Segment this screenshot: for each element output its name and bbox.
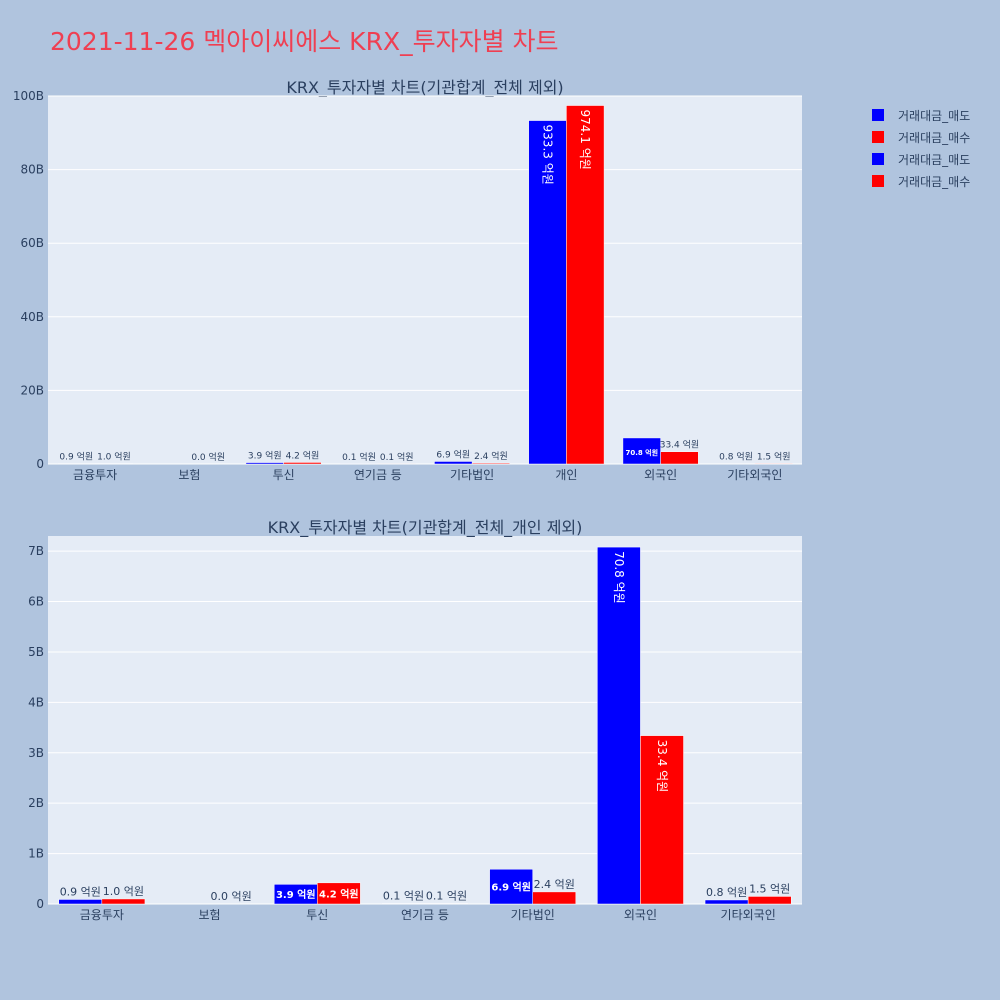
y-tick-label: 5B xyxy=(28,645,44,659)
data-label: 33.4 억원 xyxy=(655,740,669,793)
x-tick-label: 기타법인 xyxy=(450,468,494,482)
legend-swatch-blue xyxy=(872,153,884,165)
y-tick-label: 7B xyxy=(28,544,44,558)
x-tick-label: 개인 xyxy=(555,468,577,482)
x-tick-label: 보험 xyxy=(199,908,221,922)
y-tick-label: 80B xyxy=(20,163,44,177)
y-tick-label: 0 xyxy=(36,457,44,471)
data-label: 0.1 억원 xyxy=(383,889,424,902)
legend-label: 거래대금_매수 xyxy=(898,174,971,189)
bar xyxy=(528,120,567,465)
bar xyxy=(640,735,684,905)
data-label: 3.9 억원 xyxy=(248,450,282,462)
data-label: 0.9 억원 xyxy=(59,451,93,463)
y-tick-label: 40B xyxy=(20,310,44,324)
x-tick-label: 연기금 등 xyxy=(354,468,402,482)
x-tick-label: 외국인 xyxy=(624,908,657,922)
data-label: 2.4 억원 xyxy=(534,878,575,891)
bar xyxy=(660,451,699,465)
data-label: 3.9 억원 xyxy=(276,888,316,901)
data-label: 6.9 억원 xyxy=(491,881,531,894)
x-tick-label: 기타외국인 xyxy=(721,908,776,922)
y-tick-label: 6B xyxy=(28,595,44,609)
y-tick-label: 4B xyxy=(28,695,44,709)
legend-label: 거래대금_매도 xyxy=(898,108,971,123)
data-label: 0.1 억원 xyxy=(380,451,414,463)
data-label: 974.1 억원 xyxy=(578,110,592,170)
data-label: 0.1 억원 xyxy=(342,451,376,463)
bar xyxy=(317,882,361,905)
bar xyxy=(747,896,792,905)
bar xyxy=(381,903,426,905)
y-tick-label: 60B xyxy=(20,236,44,250)
plot-area xyxy=(48,536,802,904)
y-tick-label: 1B xyxy=(28,847,44,861)
data-label: 0.9 억원 xyxy=(60,885,101,898)
bar xyxy=(704,899,749,905)
data-label: 0.8 억원 xyxy=(719,451,753,463)
bar xyxy=(283,462,322,465)
page-title: 2021-11-26 멕아이씨에스 KRX_투자자별 차트 xyxy=(50,27,559,56)
chart-bottom: KRX_투자자별 차트(기관합계_전체_개인 제외) 0 1B 2B 3B 4B 5B 6B 7… xyxy=(28,518,802,922)
bar xyxy=(101,898,146,905)
bar xyxy=(754,463,793,465)
data-label: 1.5 억원 xyxy=(749,882,790,895)
data-label: 1.0 억원 xyxy=(97,451,131,463)
legend-label: 거래대금_매도 xyxy=(898,152,971,167)
legend-item-sell[interactable]: 거래대금_매도 xyxy=(872,104,970,126)
legend-item-sell[interactable]: 거래대금_매도 xyxy=(872,148,970,170)
chart-top: KRX_투자자별 차트(기관합계_전체 제외) 0 20B 40B 60B 80B 100B… xyxy=(13,78,802,482)
y-tick-label: 2B xyxy=(28,796,44,810)
legend-label: 거래대금_매수 xyxy=(898,130,971,145)
x-tick-label: 투신 xyxy=(273,468,295,482)
legend-swatch-red xyxy=(872,175,884,187)
data-label: 0.8 억원 xyxy=(706,886,747,899)
data-label: 1.5 억원 xyxy=(757,450,791,462)
x-tick-label: 외국인 xyxy=(644,468,677,482)
plot-area xyxy=(48,96,802,464)
x-tick-label: 금융투자 xyxy=(73,468,117,482)
data-label: 2.4 억원 xyxy=(474,450,508,462)
data-label: 0.0 억원 xyxy=(210,890,251,903)
x-tick-label: 기타법인 xyxy=(511,908,555,922)
bar xyxy=(532,891,577,905)
legend-swatch-red xyxy=(872,131,884,143)
x-tick-label: 연기금 등 xyxy=(401,908,449,922)
legend-swatch-blue xyxy=(872,109,884,121)
bar xyxy=(566,105,605,465)
bar xyxy=(424,903,469,905)
chart-title: KRX_투자자별 차트(기관합계_전체_개인 제외) xyxy=(268,518,583,538)
legend-item-buy[interactable]: 거래대금_매수 xyxy=(872,170,970,192)
y-tick-label: 0 xyxy=(36,897,44,911)
bar xyxy=(597,546,641,905)
data-label: 1.0 억원 xyxy=(103,885,144,898)
bar xyxy=(471,462,511,465)
data-label: 6.9 억원 xyxy=(436,448,470,460)
data-label: 4.2 억원 xyxy=(319,887,359,900)
data-label: 33.4 억원 xyxy=(660,439,699,451)
y-tick-label: 100B xyxy=(13,89,44,103)
x-tick-label: 투신 xyxy=(306,908,328,922)
legend: 거래대금_매도 거래대금_매수 거래대금_매도 거래대금_매수 xyxy=(872,104,970,192)
data-label: 70.8 억원 xyxy=(612,551,626,604)
bar xyxy=(58,899,103,905)
y-tick-label: 20B xyxy=(20,383,44,397)
bar xyxy=(434,461,473,465)
y-tick-label: 3B xyxy=(28,746,44,760)
x-tick-label: 보험 xyxy=(178,468,200,482)
legend-item-buy[interactable]: 거래대금_매수 xyxy=(872,126,970,148)
data-label: 70.8 억원 xyxy=(625,448,658,457)
data-label: 4.2 억원 xyxy=(286,449,320,461)
x-tick-label: 금융투자 xyxy=(80,908,124,922)
data-label: 0.1 억원 xyxy=(426,889,467,902)
bar xyxy=(489,868,533,905)
data-label: 0.0 억원 xyxy=(191,451,225,463)
bar xyxy=(622,437,661,465)
chart-title: KRX_투자자별 차트(기관합계_전체 제외) xyxy=(286,78,563,98)
data-label: 933.3 억원 xyxy=(541,125,555,185)
x-tick-label: 기타외국인 xyxy=(727,468,782,482)
bar xyxy=(245,462,284,465)
